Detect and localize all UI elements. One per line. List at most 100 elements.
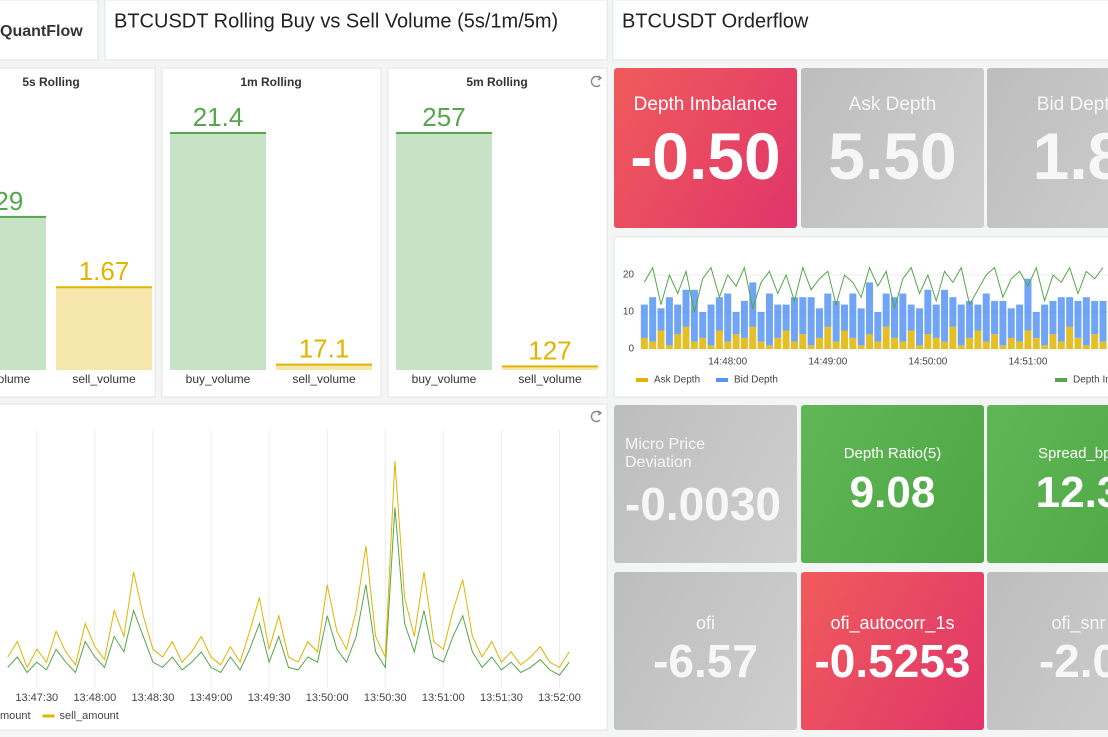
stat-tile: Bid Depth 1.8 bbox=[987, 68, 1108, 228]
bar bbox=[916, 345, 924, 349]
x-tick-label: sell_volume bbox=[292, 372, 356, 386]
stat-title: Micro Price Deviation bbox=[625, 436, 706, 471]
bar bbox=[1041, 304, 1049, 346]
x-tick-label: 14:48:00 bbox=[708, 357, 747, 368]
bar bbox=[1049, 334, 1057, 349]
bar bbox=[740, 300, 748, 338]
bar bbox=[982, 293, 990, 342]
x-tick-label: 14:50:00 bbox=[908, 357, 947, 368]
bar bbox=[724, 293, 732, 342]
stat-value: -0.0030 bbox=[625, 478, 782, 530]
bar bbox=[1074, 300, 1082, 338]
bar bbox=[690, 341, 698, 349]
line bbox=[643, 265, 1104, 313]
bar bbox=[982, 341, 990, 349]
bar bbox=[1016, 341, 1024, 349]
bar bbox=[757, 312, 765, 342]
bar bbox=[1082, 345, 1090, 349]
bar bbox=[849, 293, 857, 338]
x-tick-label: 13:50:00 bbox=[306, 692, 349, 704]
bar bbox=[882, 293, 890, 327]
bar bbox=[1032, 337, 1040, 349]
bar bbox=[899, 293, 907, 342]
bar bbox=[974, 330, 982, 349]
bar bbox=[849, 337, 857, 349]
bar bbox=[757, 341, 765, 349]
bar bbox=[790, 297, 798, 342]
stat-title: ofi_autocorr_1s bbox=[830, 613, 955, 633]
bar bbox=[724, 341, 732, 349]
bar bbox=[799, 297, 807, 335]
bar bbox=[865, 334, 873, 349]
stat-title: Ask Depth bbox=[848, 94, 937, 115]
bar bbox=[740, 337, 748, 349]
refresh-icon[interactable] bbox=[590, 410, 603, 423]
stat-value: -0.50 bbox=[630, 119, 781, 193]
x-tick-label: 13:47:30 bbox=[15, 692, 58, 704]
bar bbox=[999, 345, 1007, 349]
stat-value: 1.8 bbox=[1032, 119, 1108, 193]
bar bbox=[824, 326, 832, 349]
bar bbox=[924, 289, 932, 335]
stat-value: 12.3 bbox=[1035, 468, 1108, 517]
bar bbox=[765, 345, 773, 349]
bar bbox=[907, 304, 915, 331]
stat-value: 5.50 bbox=[828, 119, 957, 193]
bar bbox=[715, 330, 723, 349]
bar bbox=[715, 297, 723, 331]
stat-tile: Ask Depth 5.50 bbox=[801, 68, 984, 228]
panel bbox=[387, 67, 608, 398]
x-tick-label: 13:48:30 bbox=[132, 692, 175, 704]
bar bbox=[782, 304, 790, 331]
stat-tile: Spread_bps 12.3 bbox=[987, 405, 1108, 563]
bar bbox=[815, 308, 823, 338]
bar bbox=[665, 345, 673, 349]
bar bbox=[1024, 330, 1032, 349]
dashboard-title: BTCUSDT Rolling Buy vs Sell Volume (5s/1… bbox=[114, 10, 558, 32]
y-tick-label: 0 bbox=[628, 344, 634, 355]
bar bbox=[949, 297, 957, 327]
bar bbox=[882, 326, 890, 349]
bar bbox=[1016, 304, 1024, 342]
value-label: 127 bbox=[528, 335, 571, 365]
bar bbox=[1032, 312, 1040, 338]
x-tick-label: buy_volume bbox=[0, 372, 31, 386]
bar bbox=[891, 297, 899, 338]
bar bbox=[857, 308, 865, 346]
stat-tile: ofi_snr -2.0 bbox=[987, 572, 1108, 730]
bar bbox=[1066, 297, 1074, 327]
bar bbox=[949, 326, 957, 349]
refresh-icon[interactable] bbox=[590, 75, 603, 88]
legend-label: sell_amount bbox=[60, 710, 119, 722]
bar bbox=[874, 312, 882, 342]
x-tick-label: 14:51:00 bbox=[1008, 357, 1047, 368]
bar bbox=[1066, 326, 1074, 349]
bar bbox=[699, 312, 707, 338]
bar bbox=[790, 341, 798, 349]
bar bbox=[865, 282, 873, 335]
bar bbox=[749, 282, 757, 327]
bar bbox=[924, 334, 932, 349]
bar bbox=[276, 364, 372, 370]
bar bbox=[957, 304, 965, 346]
bar bbox=[807, 345, 815, 349]
bar bbox=[1041, 345, 1049, 349]
bar bbox=[674, 304, 682, 335]
value-label: 2.29 bbox=[0, 186, 23, 216]
y-tick-label: 20 bbox=[623, 270, 635, 281]
value-label: 21.4 bbox=[193, 102, 244, 132]
panel bbox=[161, 67, 382, 398]
x-tick-label: buy_volume bbox=[186, 372, 251, 386]
bar bbox=[932, 337, 940, 349]
bar bbox=[707, 304, 715, 346]
stat-value: -2.0 bbox=[1038, 635, 1108, 687]
x-tick-label: sell_volume bbox=[518, 372, 582, 386]
bar bbox=[916, 308, 924, 346]
bar bbox=[832, 300, 840, 342]
line bbox=[7, 460, 570, 669]
bar bbox=[640, 304, 648, 338]
bar bbox=[749, 326, 757, 349]
bar bbox=[396, 133, 492, 370]
bar bbox=[840, 330, 848, 349]
bar bbox=[765, 293, 773, 346]
